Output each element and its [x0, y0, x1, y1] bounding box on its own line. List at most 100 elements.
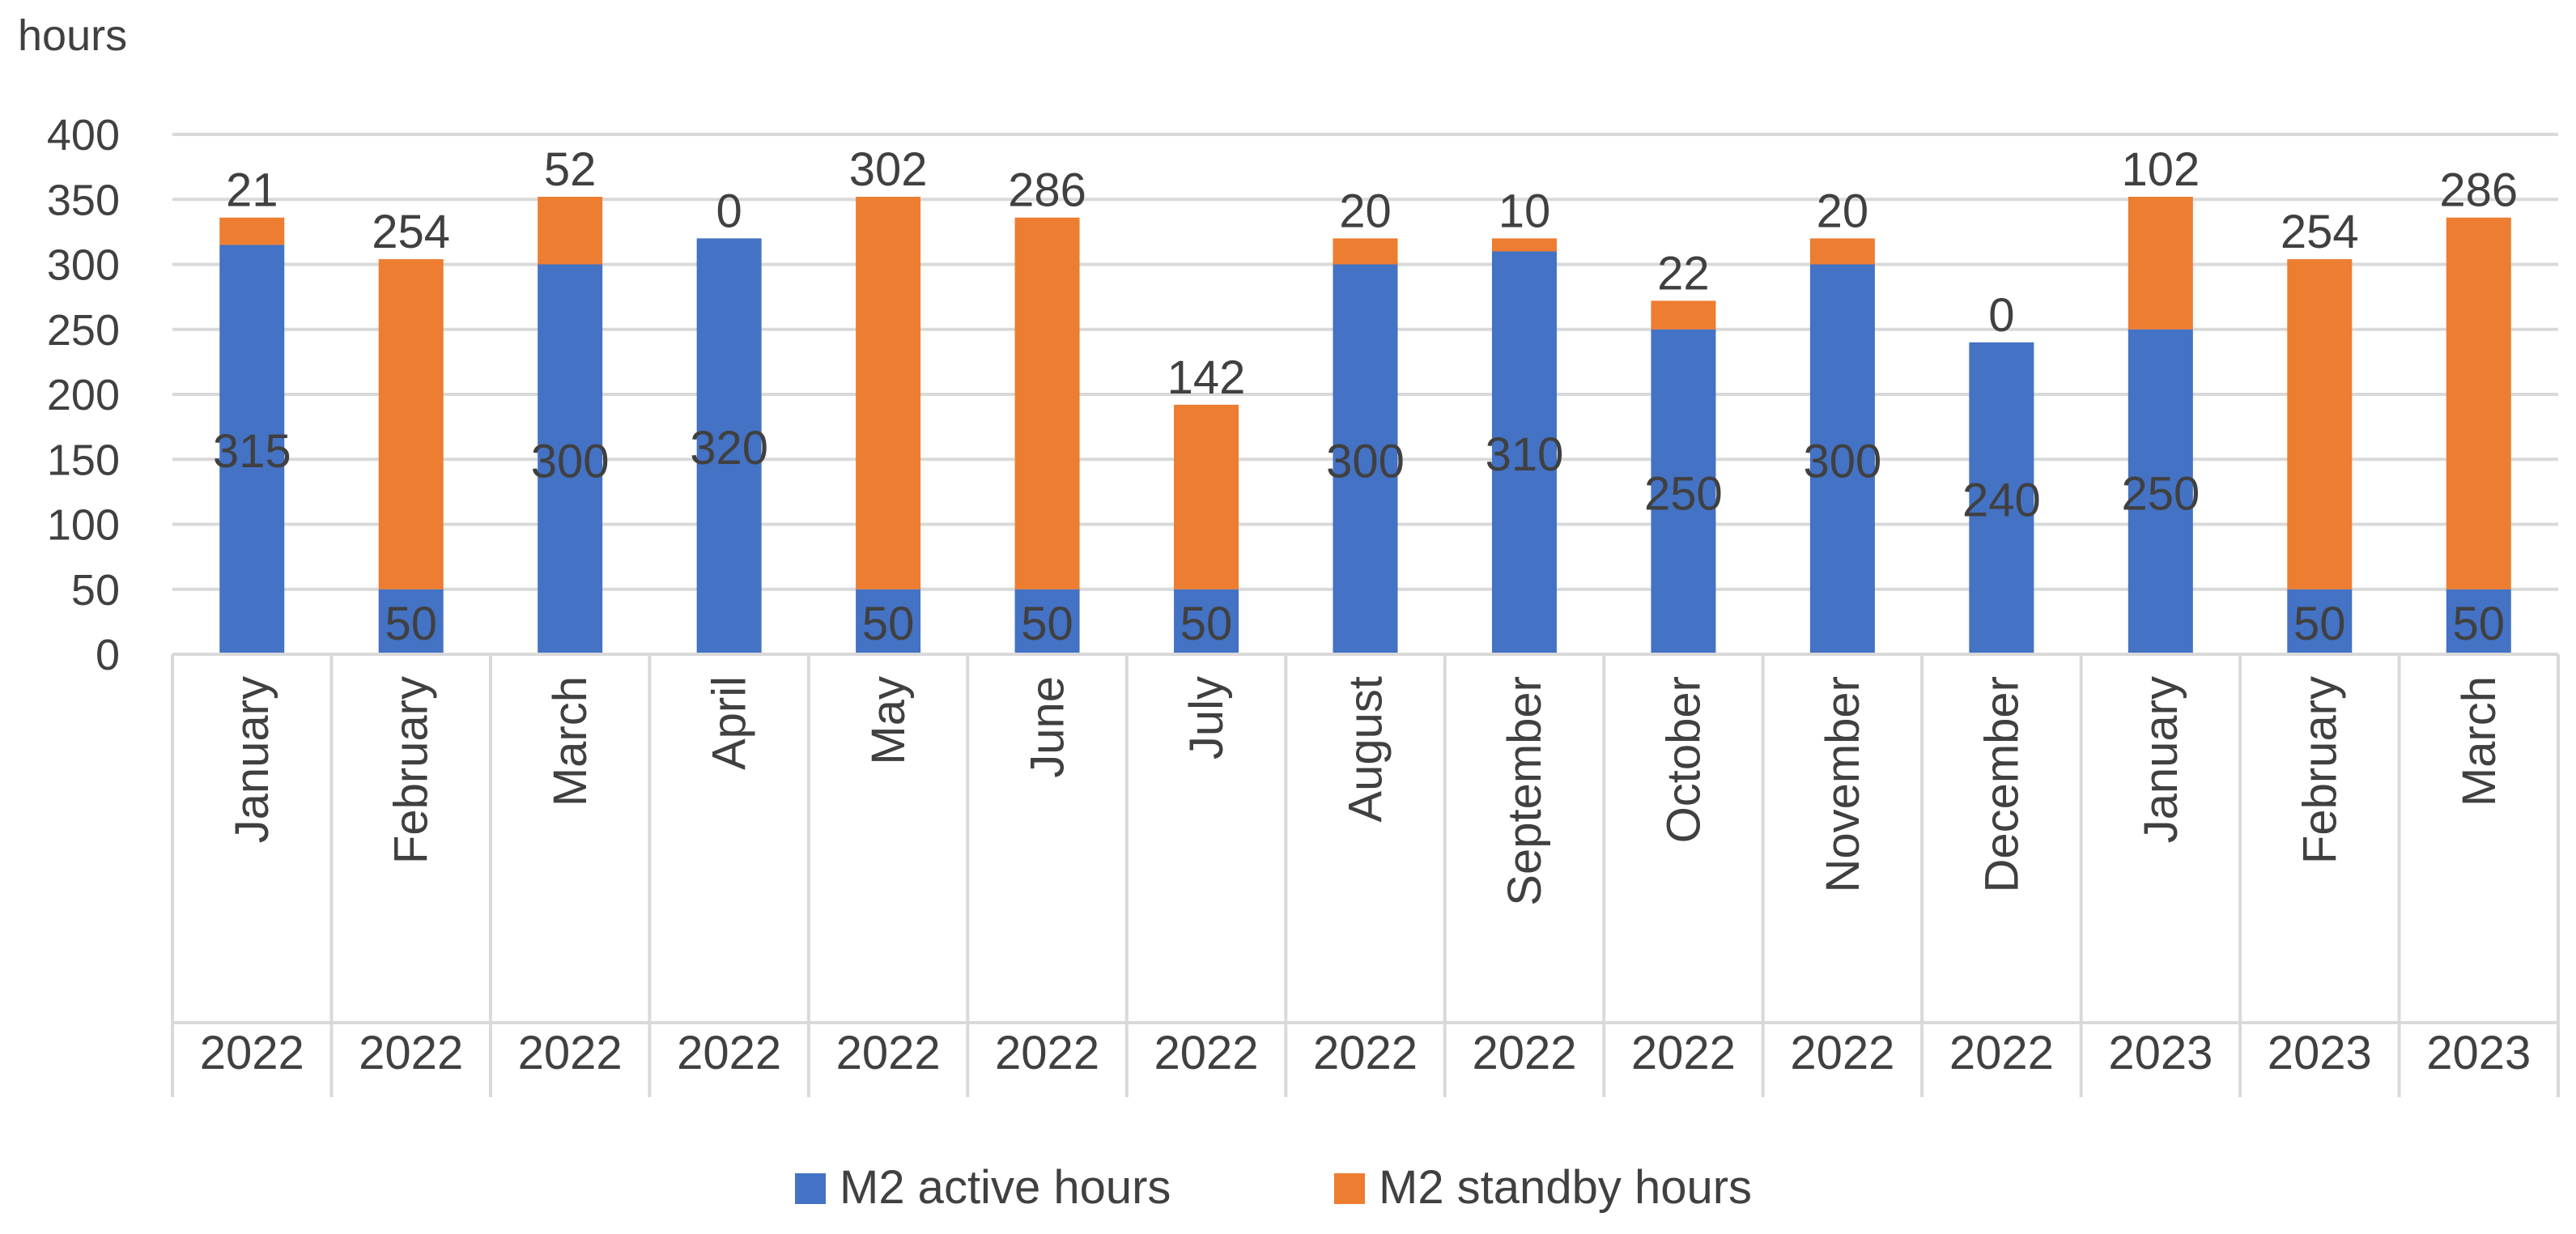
data-label-active: 50 — [1180, 598, 1233, 650]
x-tick-label-year: 2022 — [677, 1027, 781, 1079]
x-tick-label-year: 2023 — [2426, 1027, 2531, 1079]
bar-active-hours — [2287, 589, 2353, 654]
data-label-standby: 286 — [2439, 164, 2518, 217]
data-label-standby: 10 — [1498, 185, 1551, 237]
x-tick-label-month: March — [2453, 676, 2506, 806]
y-tick-label: 50 — [71, 566, 120, 615]
bar-standby-hours — [2128, 197, 2193, 330]
x-tick-label-month: November — [1817, 676, 1869, 893]
x-tick-label-month: August — [1340, 676, 1392, 823]
bar-standby-hours — [2446, 217, 2511, 589]
data-label-standby: 142 — [1167, 351, 1246, 404]
x-tick-label-year: 2022 — [836, 1027, 941, 1079]
data-label-standby: 22 — [1657, 247, 1710, 300]
x-tick-label-year: 2022 — [1313, 1027, 1418, 1079]
data-label-standby: 254 — [2281, 206, 2359, 258]
bar-standby-hours — [1651, 300, 1716, 330]
data-label-active: 300 — [1804, 435, 1882, 487]
x-tick-label-year: 2022 — [1790, 1027, 1894, 1079]
data-label-active: 50 — [1021, 598, 1073, 650]
data-label-active: 50 — [862, 598, 915, 650]
bar-active-hours — [1491, 251, 1557, 654]
bar-standby-hours — [856, 197, 921, 589]
data-label-active: 50 — [2453, 598, 2506, 650]
bar-active-hours — [1333, 264, 1398, 654]
bar-active-hours — [1969, 342, 2034, 654]
y-tick-label: 200 — [47, 371, 120, 419]
data-label-standby: 254 — [372, 206, 450, 258]
x-tick-label-month: March — [544, 676, 597, 806]
bar-active-hours — [538, 264, 603, 654]
x-tick-label-year: 2022 — [200, 1027, 304, 1079]
bar-standby-hours — [538, 197, 603, 265]
bar-active-hours — [2446, 589, 2511, 654]
x-tick-label-month: May — [862, 676, 915, 765]
x-tick-label-year: 2022 — [518, 1027, 623, 1079]
data-label-active: 240 — [1962, 474, 2041, 526]
data-labels: 315 21 50 254 300 52 320 0 50 302 50 286 50 142 300 20 3… — [213, 143, 2518, 650]
x-tick-label-month: February — [385, 676, 438, 864]
x-tick-label-month: December — [1975, 676, 2028, 893]
x-tick-label-year: 2022 — [1472, 1027, 1576, 1079]
bar-active-hours — [1174, 589, 1239, 654]
data-label-active: 250 — [2121, 467, 2200, 520]
data-label-standby: 302 — [849, 143, 928, 196]
x-tick-label-year: 2022 — [1154, 1027, 1259, 1079]
y-tick-label: 350 — [47, 176, 120, 224]
x-tick-label-month: September — [1498, 676, 1551, 906]
legend-swatch — [1334, 1173, 1365, 1204]
x-tick-label-month: February — [2293, 676, 2346, 864]
data-label-standby: 52 — [544, 143, 597, 196]
data-label-standby: 20 — [1817, 185, 1869, 237]
x-tick-label-month: January — [2135, 676, 2187, 843]
data-label-active: 300 — [1326, 435, 1405, 487]
y-tick-label: 100 — [47, 501, 120, 550]
legend-label: M2 active hours — [840, 1161, 1171, 1214]
legend: M2 active hours M2 standby hours — [795, 1161, 1752, 1214]
data-label-standby: 0 — [1988, 289, 2014, 342]
legend-label: M2 standby hours — [1379, 1161, 1752, 1214]
bar-active-hours — [378, 589, 444, 654]
data-label-active: 50 — [385, 598, 437, 650]
data-label-active: 320 — [690, 422, 768, 474]
data-label-standby: 0 — [716, 185, 742, 237]
bar-standby-hours — [219, 217, 285, 245]
bar-series — [219, 197, 2511, 654]
bar-standby-hours — [1333, 238, 1398, 265]
y-axis-title: hours — [18, 11, 127, 60]
y-tick-label: 150 — [47, 436, 120, 484]
bar-standby-hours — [1809, 238, 1875, 265]
x-tick-label-year: 2022 — [1631, 1027, 1736, 1079]
x-tick-label-year: 2022 — [1949, 1027, 2054, 1079]
bar-standby-hours — [2287, 259, 2353, 589]
x-tick-label-month: July — [1180, 676, 1233, 760]
bar-standby-hours — [1014, 217, 1080, 589]
y-tick-label: 0 — [96, 631, 120, 679]
x-tick-label-year: 2023 — [2108, 1027, 2213, 1079]
data-label-active: 50 — [2293, 598, 2346, 650]
bar-active-hours — [1014, 589, 1080, 654]
data-label-standby: 102 — [2121, 143, 2200, 196]
x-tick-label-month: October — [1657, 676, 1710, 843]
axes: 050100150200250300350400January2022Febru… — [47, 111, 2560, 1097]
x-tick-label-year: 2022 — [359, 1027, 463, 1079]
bar-active-hours — [1651, 329, 1716, 654]
x-tick-label-month: April — [704, 676, 756, 770]
bar-standby-hours — [1491, 238, 1557, 252]
x-tick-label-month: June — [1022, 676, 1074, 778]
y-tick-label: 300 — [47, 241, 120, 290]
bar-active-hours — [696, 238, 762, 654]
data-label-standby: 286 — [1008, 164, 1086, 217]
data-label-active: 315 — [213, 425, 291, 478]
bar-active-hours — [219, 245, 285, 654]
bar-active-hours — [856, 589, 921, 654]
bar-standby-hours — [1174, 404, 1239, 589]
y-tick-label: 400 — [47, 111, 120, 160]
data-label-active: 310 — [1486, 428, 1564, 481]
data-label-standby: 21 — [226, 164, 278, 217]
x-tick-label-year: 2023 — [2268, 1027, 2372, 1079]
data-label-active: 300 — [531, 435, 610, 487]
bar-standby-hours — [378, 259, 444, 589]
legend-swatch — [795, 1173, 826, 1204]
